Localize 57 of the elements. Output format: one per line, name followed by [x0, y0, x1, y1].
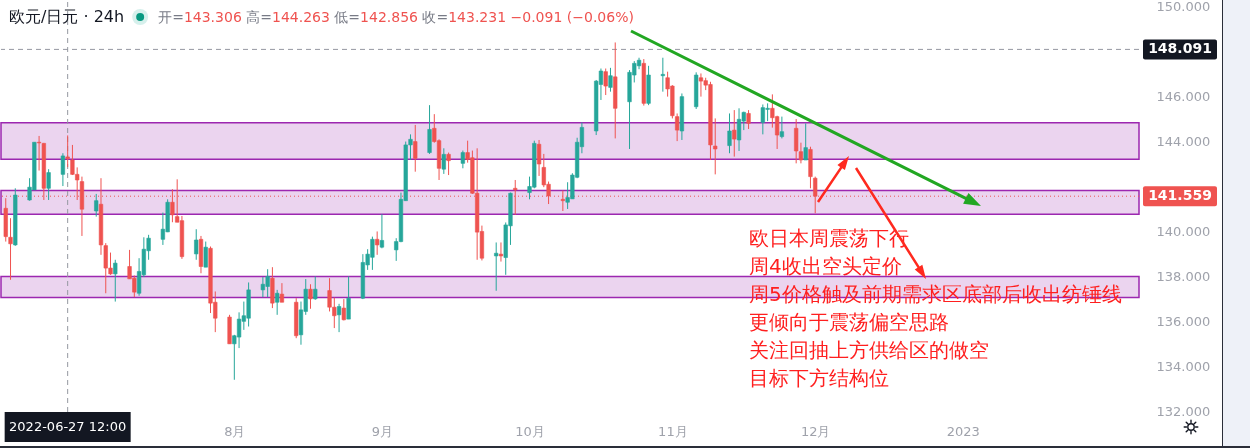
candlestick [727, 112, 732, 154]
candlestick [698, 72, 704, 98]
candlestick [46, 168, 51, 201]
candlestick [113, 259, 118, 303]
candlestick [608, 67, 613, 93]
candlestick [203, 241, 208, 268]
x-tick-label: 9月 [371, 423, 394, 439]
ref-line-label: 148.091 [1148, 40, 1212, 57]
candlestick [279, 282, 285, 303]
candlestick [441, 147, 446, 175]
candlestick [660, 57, 665, 93]
chart-title: 欧元/日元 · 24h [9, 7, 125, 26]
candlestick [336, 303, 342, 333]
candlestick [308, 283, 313, 310]
candlestick [346, 275, 351, 320]
candlestick [94, 193, 99, 218]
candlestick [427, 104, 432, 155]
candlestick [746, 109, 751, 130]
candlestick [779, 116, 784, 139]
candlestick [275, 289, 280, 316]
candlestick [732, 109, 737, 158]
y-tick-label: 136.000 [1156, 313, 1211, 329]
candlestick [560, 190, 565, 212]
candlestick [194, 228, 199, 261]
annotation: 关注回抽上方供给区的做空 [749, 338, 989, 362]
x-tick-label: 12月 [800, 423, 831, 439]
candlestick [446, 152, 451, 176]
y-tick-label: 140.000 [1156, 223, 1211, 239]
candlestick [494, 241, 499, 292]
text: 开=143.306 高=144.263 低=142.856 收=143.231 −0.091 (−0.06%) [158, 9, 634, 25]
candlestick [379, 213, 385, 249]
candlestick [375, 230, 380, 256]
candlestick [498, 241, 504, 263]
y-tick-label: 150.000 [1156, 0, 1211, 14]
candlestick [603, 68, 608, 96]
x-tick-label: 8月 [224, 423, 246, 439]
x-tick-label: 10月 [515, 423, 545, 439]
candlestick [794, 118, 799, 164]
candlestick [313, 275, 318, 301]
annotation: 周4收出空头定价 [749, 254, 902, 278]
candlestick [65, 134, 70, 168]
candlestick [803, 122, 808, 161]
ref-line-label: 141.559 [1148, 187, 1212, 204]
y-tick-label: 146.000 [1156, 88, 1211, 104]
x-tick-label: 2023 [946, 423, 980, 439]
x-tick-label: 11月 [658, 423, 688, 439]
annotation: 目标下方结构位 [749, 366, 889, 390]
y-tick-label: 132.000 [1156, 403, 1211, 419]
y-tick-label: 138.000 [1156, 268, 1211, 284]
candlestick [736, 107, 742, 152]
candlestick [413, 124, 418, 173]
ref-line-label: 2022-06-27 12:00 [9, 419, 127, 434]
y-tick-label: 134.000 [1156, 358, 1211, 374]
y-tick-label: 144.000 [1156, 133, 1211, 149]
candlestick [8, 217, 13, 281]
candlestick [60, 152, 65, 187]
annotation: 更倾向于震荡偏空思路 [749, 310, 949, 334]
